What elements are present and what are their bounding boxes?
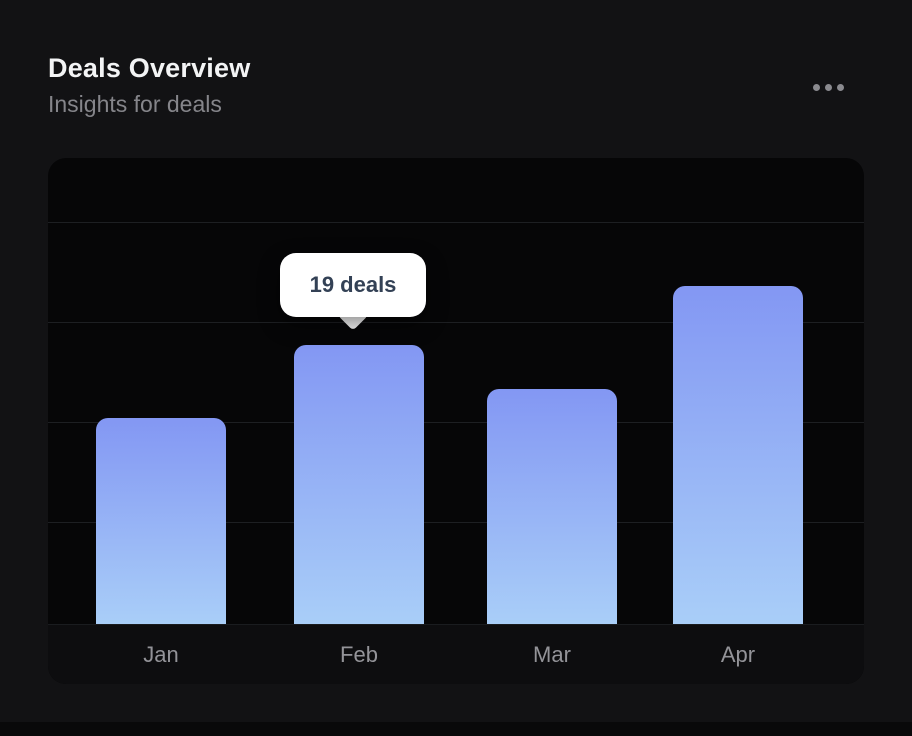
- axis-label-feb: Feb: [340, 642, 378, 667]
- x-axis: Jan Feb Mar Apr: [48, 624, 864, 684]
- axis-label-jan: Jan: [143, 642, 179, 667]
- page-subtitle: Insights for deals: [48, 91, 222, 118]
- bar-feb[interactable]: [294, 345, 424, 624]
- ellipsis-icon: [812, 83, 844, 91]
- chart-tooltip: 19 deals: [280, 253, 426, 317]
- gridline: [48, 522, 864, 523]
- axis-label-apr: Apr: [720, 642, 756, 667]
- tooltip-value-label: 19 deals: [309, 272, 397, 297]
- bar-mar[interactable]: [487, 389, 617, 624]
- gridline: [48, 422, 864, 423]
- bar-jan[interactable]: [96, 418, 226, 624]
- deals-bar-chart: 19 deals Jan Feb Mar Apr: [48, 158, 864, 684]
- bar-apr[interactable]: [673, 286, 803, 624]
- plot-area: [48, 158, 864, 624]
- page-title: Deals Overview: [48, 53, 251, 83]
- header: Deals Overview Insights for deals: [48, 52, 864, 119]
- axis-label-mar: Mar: [533, 642, 571, 667]
- gridline: [48, 322, 864, 323]
- page-bottom-gap: [0, 722, 912, 736]
- more-options-button[interactable]: [803, 72, 853, 102]
- gridline: [48, 222, 864, 223]
